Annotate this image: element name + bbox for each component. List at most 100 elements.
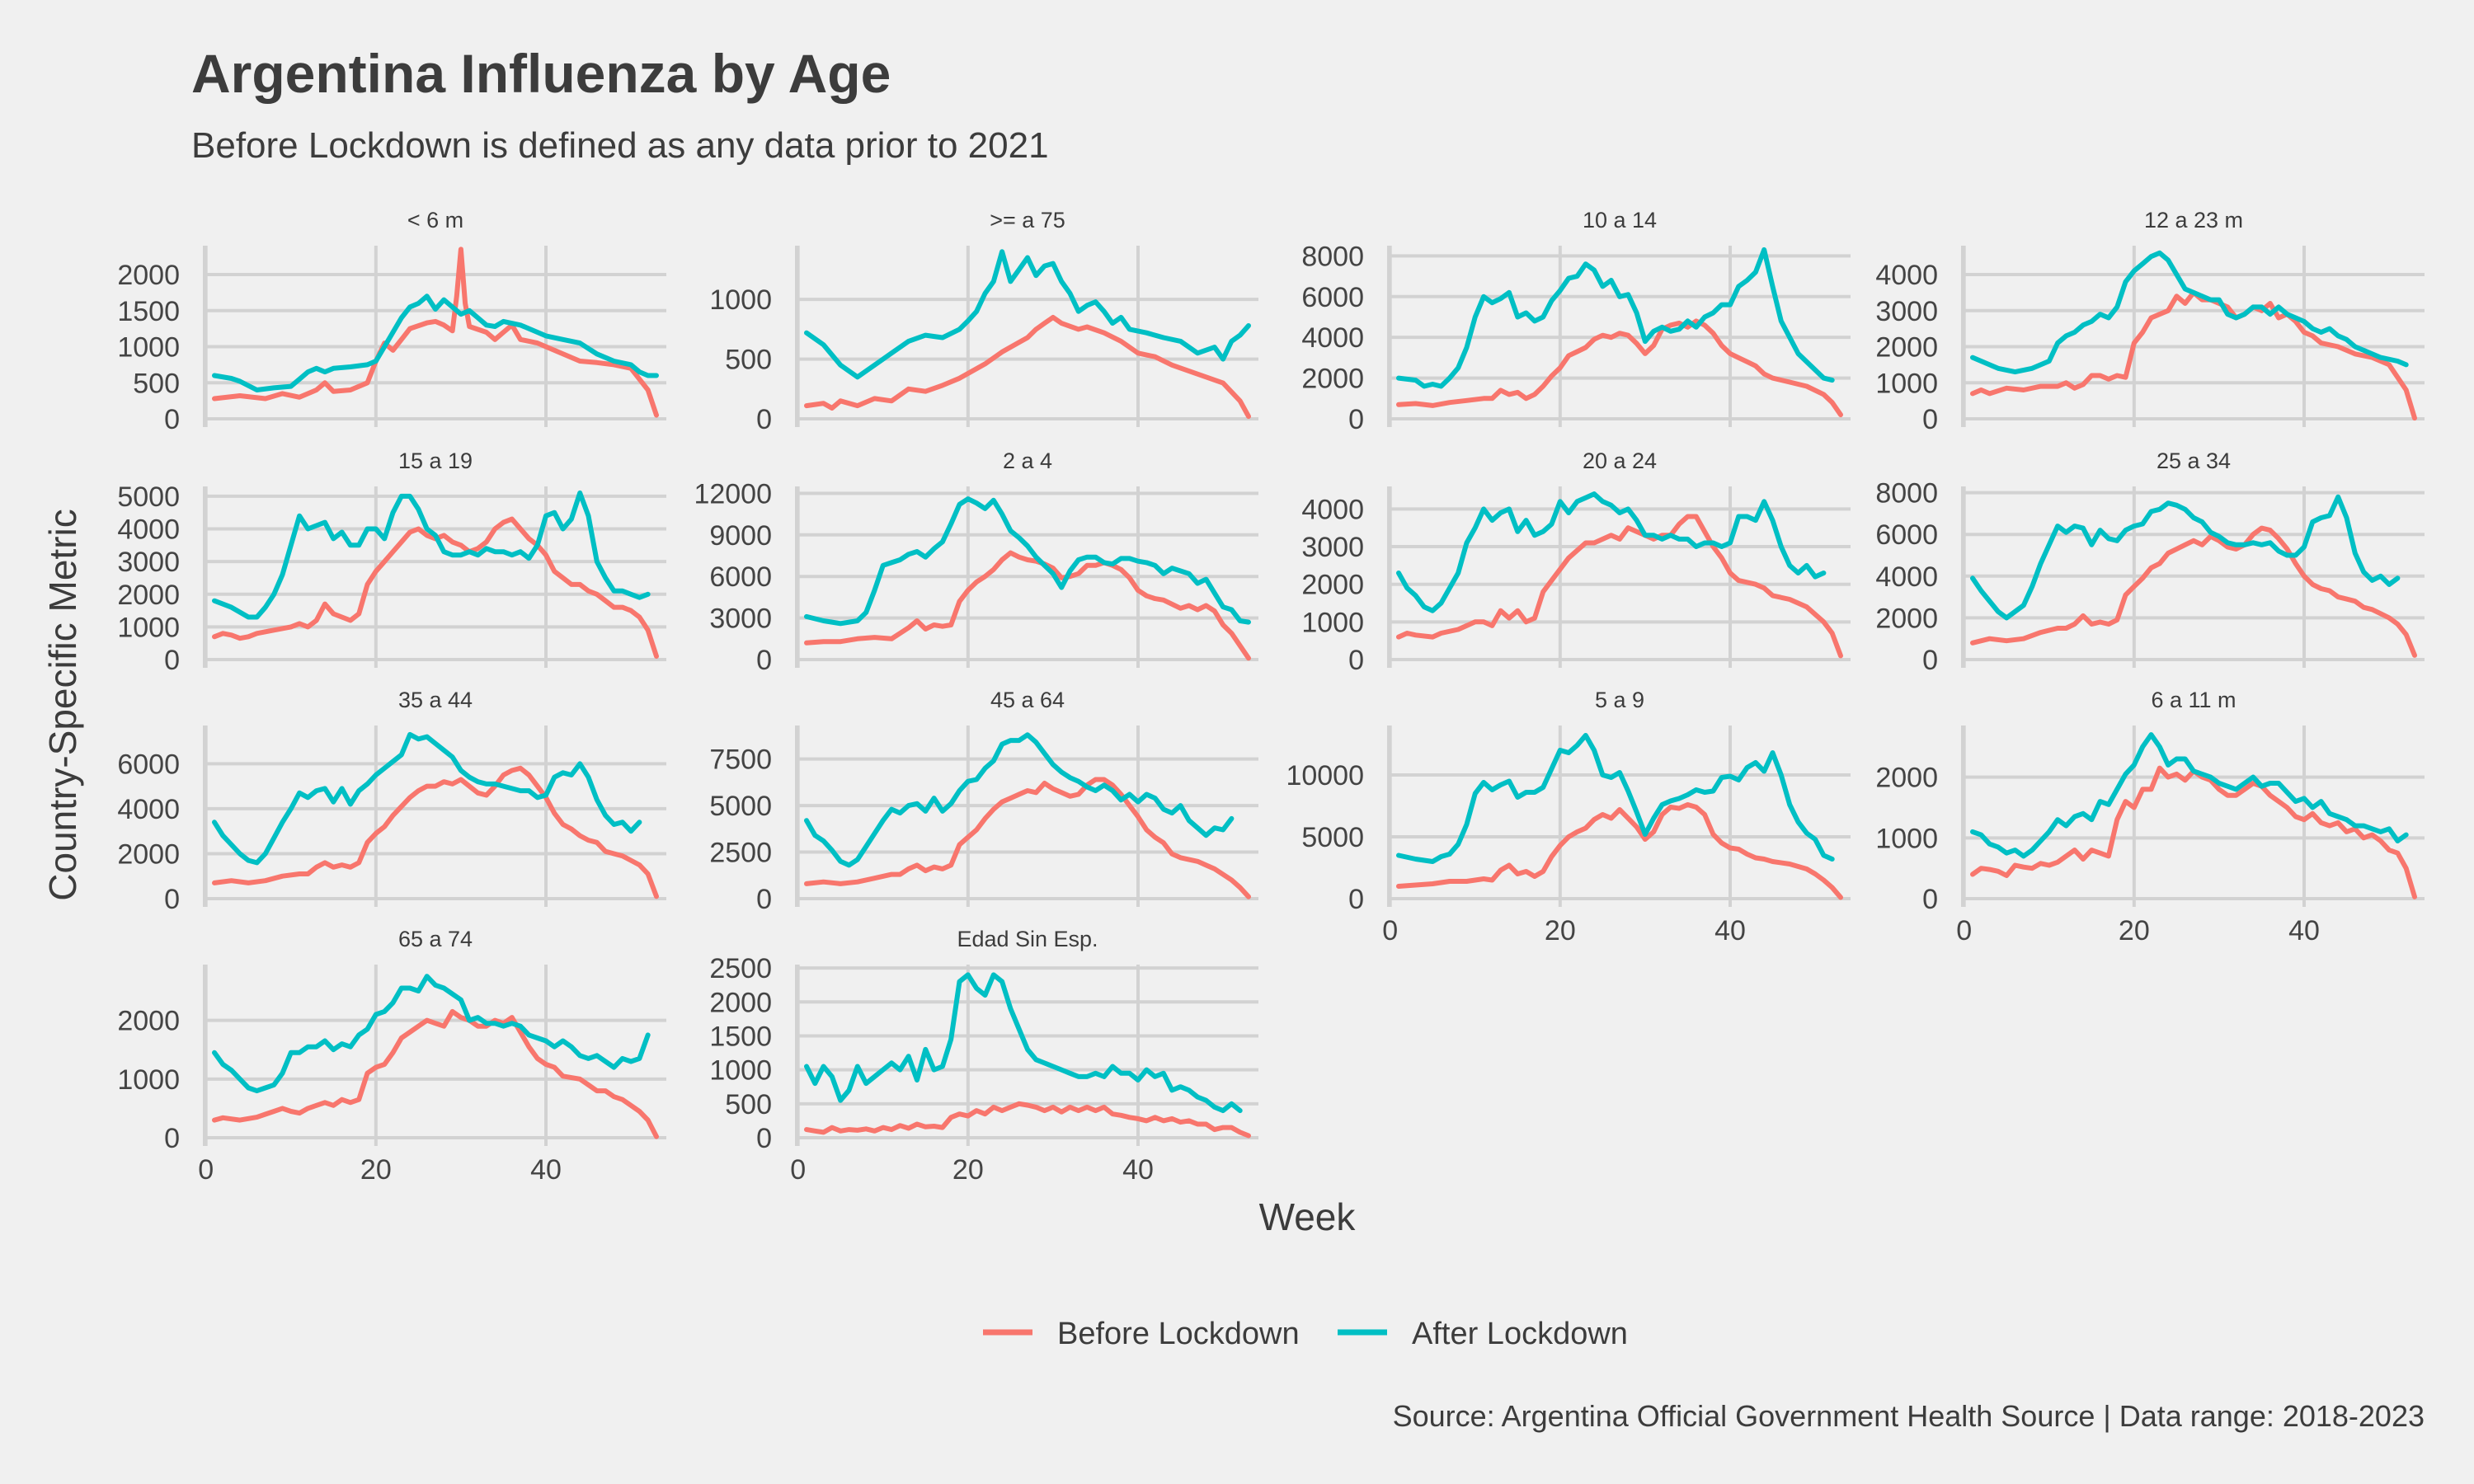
series-line-before: [1396, 318, 1843, 418]
facet-strip-label: Edad Sin Esp.: [957, 927, 1098, 951]
y-tick-label: 4000: [1301, 322, 1364, 354]
y-tick-label: 0: [164, 404, 180, 435]
y-tick-label: 2500: [709, 953, 772, 984]
y-tick-label: 1000: [117, 1064, 180, 1096]
series-line-after: [1970, 494, 2401, 621]
x-tick-label: 0: [198, 1154, 214, 1186]
y-tick-label: 3000: [709, 603, 772, 635]
x-tick-label: 40: [1714, 915, 1746, 946]
series-line-before: [212, 1008, 659, 1139]
chart-title: Argentina Influenza by Age: [191, 43, 891, 104]
x-tick-label: 20: [1545, 915, 1576, 946]
y-tick-label: 2000: [117, 260, 180, 291]
series-line-after: [1970, 732, 2409, 859]
series-line-after: [804, 732, 1235, 868]
y-tick-label: 7500: [709, 744, 772, 776]
facet-panel-12: 65 a 74 0 1000 2000 0 20 40: [117, 927, 666, 1186]
y-tick-label: 0: [756, 1123, 772, 1154]
series-line-after: [1396, 247, 1835, 389]
y-tick-label: 1500: [117, 296, 180, 327]
facet-strip-label: >= a 75: [990, 208, 1065, 232]
y-tick-label: 0: [164, 645, 180, 676]
facet-strip-label: 5 a 9: [1595, 688, 1644, 712]
x-tick-label: 20: [952, 1154, 984, 1186]
y-tick-label: 1000: [1301, 607, 1364, 638]
series-line-after: [804, 972, 1243, 1114]
y-tick-label: 8000: [1301, 241, 1364, 272]
y-tick-label: 0: [1922, 645, 1938, 676]
facet-strip-label: 25 a 34: [2157, 448, 2231, 473]
y-tick-label: 1500: [709, 1021, 772, 1052]
facet-panel-9: 45 a 64 0 2500 5000 7500: [709, 688, 1258, 915]
y-tick-label: 4000: [117, 514, 180, 546]
y-tick-label: 2000: [1875, 763, 1938, 794]
y-tick-label: 0: [1922, 404, 1938, 435]
y-tick-label: 6000: [1875, 519, 1938, 551]
facet-panel-5: 2 a 4 0 3000 6000 9000 12000: [694, 448, 1258, 676]
y-tick-label: 0: [1922, 884, 1938, 915]
y-tick-label: 2500: [709, 838, 772, 869]
facet-strip-label: 6 a 11 m: [2151, 688, 2236, 712]
series-line-after: [212, 731, 642, 866]
y-tick-label: 0: [164, 884, 180, 915]
facet-panel-11: 6 a 11 m 0 1000 2000 0 20 40: [1875, 688, 2425, 946]
y-tick-label: 6000: [709, 561, 772, 593]
series-line-before: [1396, 514, 1843, 659]
facet-strip-label: 2 a 4: [1003, 448, 1052, 473]
y-axis-title: Country-Specific Metric: [41, 509, 84, 900]
x-axis-title: Week: [1259, 1195, 1357, 1238]
y-tick-label: 2000: [709, 987, 772, 1018]
facet-strip-label: 15 a 19: [398, 448, 473, 473]
series-line-after: [212, 490, 651, 620]
y-tick-label: 0: [756, 404, 772, 435]
legend: Before Lockdown After Lockdown: [983, 1317, 1628, 1351]
series-line-after: [212, 974, 651, 1094]
x-tick-label: 0: [790, 1154, 806, 1186]
y-tick-label: 500: [133, 368, 180, 399]
y-tick-label: 0: [1348, 404, 1364, 435]
x-tick-label: 20: [2119, 915, 2150, 946]
x-tick-label: 20: [360, 1154, 392, 1186]
y-tick-label: 2000: [1875, 603, 1938, 634]
y-tick-label: 5000: [709, 791, 772, 822]
facet-panel-10: 5 a 9 0 5000 10000 0 20 40: [1286, 688, 1851, 946]
x-tick-label: 40: [1122, 1154, 1154, 1186]
series-line-after: [212, 294, 659, 392]
series-line-before: [1970, 765, 2417, 899]
facet-strip-label: 45 a 64: [990, 688, 1065, 712]
y-tick-label: 4000: [1875, 561, 1938, 593]
y-tick-label: 3000: [1301, 532, 1364, 563]
facet-strip-label: 35 a 44: [398, 688, 473, 712]
y-tick-label: 12000: [694, 478, 772, 510]
legend-label-before: Before Lockdown: [1057, 1317, 1300, 1351]
series-line-before: [212, 516, 659, 659]
y-tick-label: 10000: [1286, 760, 1364, 791]
y-tick-label: 0: [1348, 884, 1364, 915]
y-tick-label: 5000: [117, 481, 180, 513]
chart-subtitle: Before Lockdown is defined as any data p…: [191, 125, 1049, 166]
series-line-before: [804, 1101, 1251, 1139]
y-tick-label: 1000: [1875, 368, 1938, 399]
x-tick-label: 40: [2288, 915, 2320, 946]
facet-strip-label: 12 a 23 m: [2144, 208, 2243, 232]
y-tick-label: 1000: [1875, 823, 1938, 854]
facet-strip-label: 65 a 74: [398, 927, 473, 951]
y-tick-label: 4000: [117, 794, 180, 825]
facet-strip-label: < 6 m: [407, 208, 463, 232]
series-line-after: [804, 249, 1251, 380]
y-tick-label: 2000: [117, 1006, 180, 1037]
y-tick-label: 0: [756, 645, 772, 676]
series-line-before: [1396, 802, 1843, 900]
series-line-before: [804, 314, 1251, 420]
series-line-before: [804, 550, 1251, 661]
series-line-before: [1970, 525, 2417, 658]
y-tick-label: 9000: [709, 520, 772, 552]
y-tick-label: 0: [1348, 645, 1364, 676]
y-tick-label: 4000: [1875, 260, 1938, 291]
series-line-before: [212, 765, 659, 899]
chart-caption: Source: Argentina Official Government He…: [1393, 1399, 2425, 1433]
y-tick-label: 1000: [117, 612, 180, 643]
